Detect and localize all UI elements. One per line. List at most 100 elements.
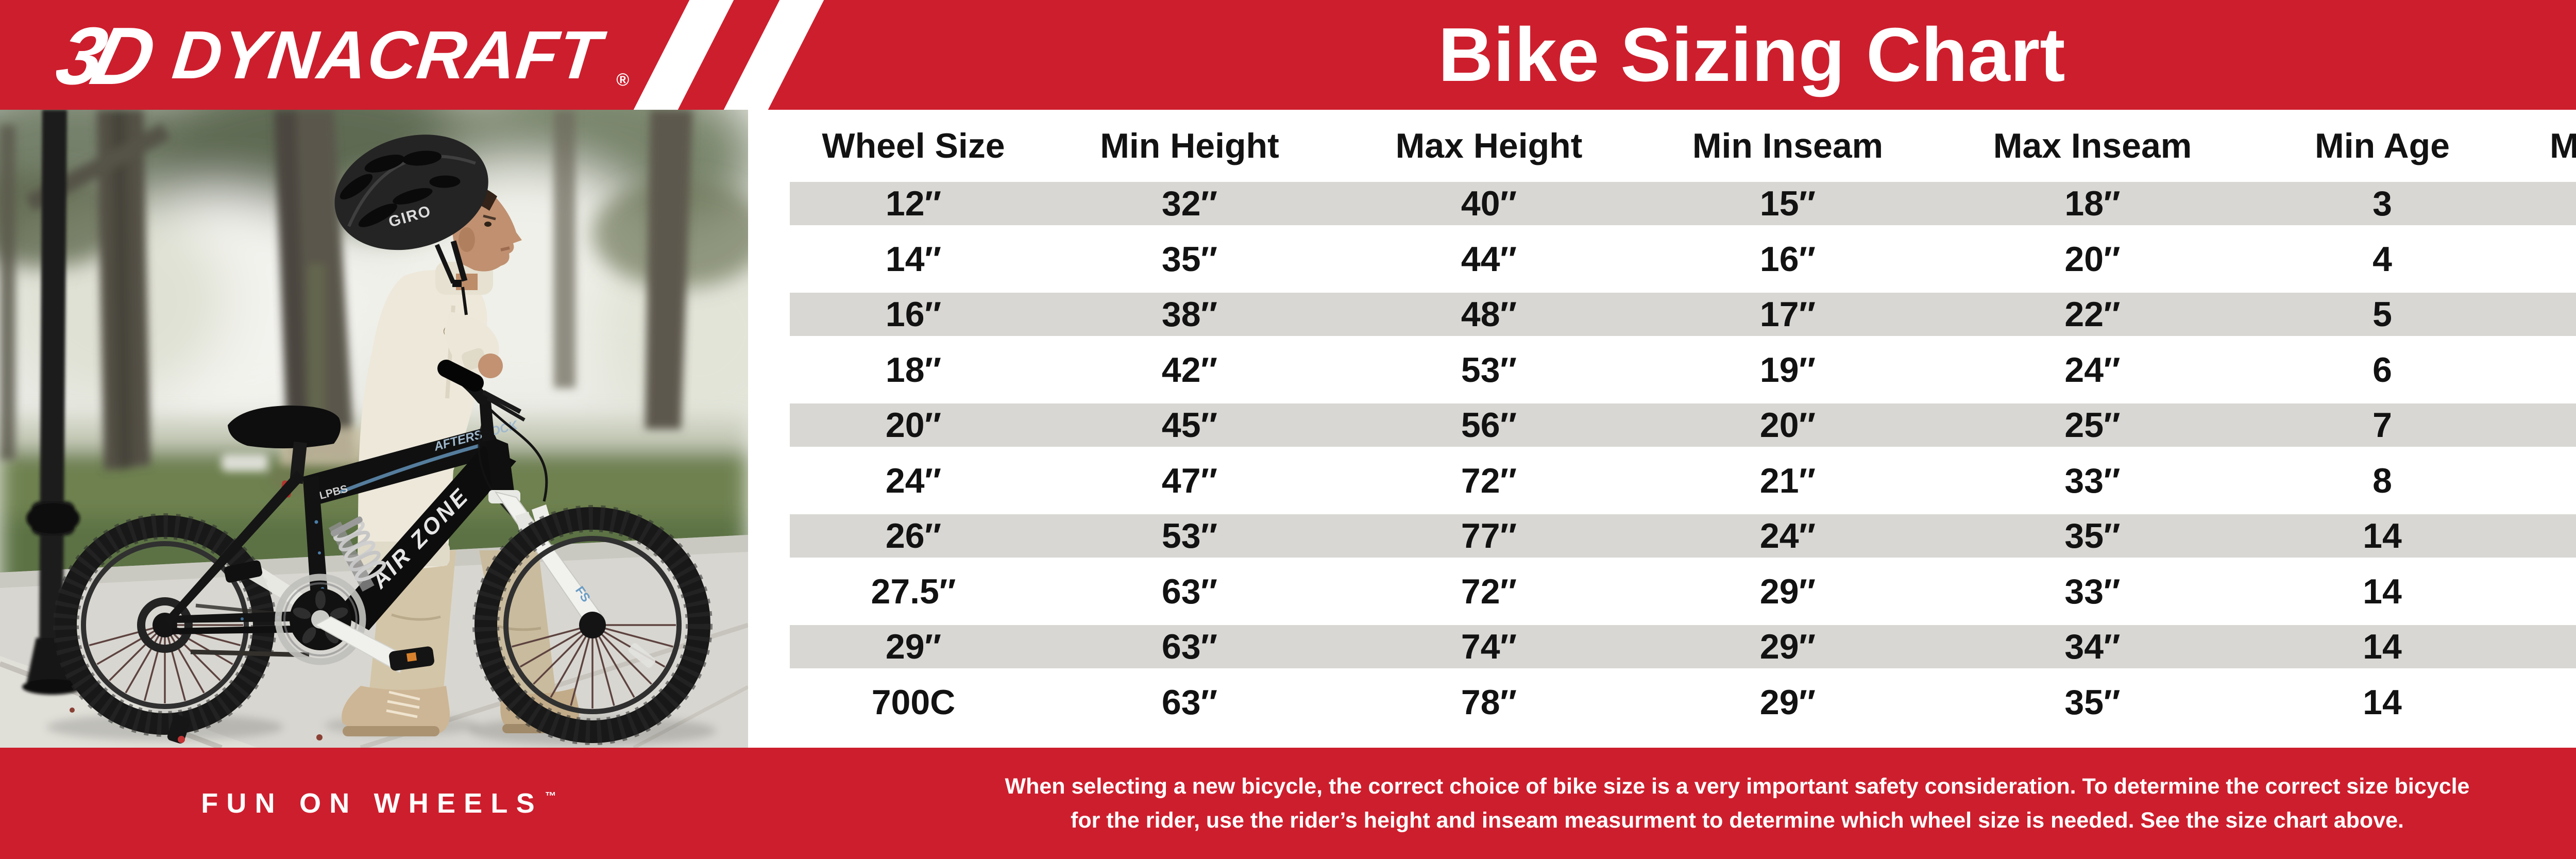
cell-max-age: 5 (2519, 182, 2576, 225)
cell-min-inseam: 16″ (1759, 239, 1816, 279)
boy-front-boot (342, 686, 450, 734)
header-diagonal-stripe (631, 0, 737, 115)
table-row: 24″ 47″ 72″ 21″ 33″ 8 14 (790, 459, 2576, 502)
cell-min-age: 14 (2363, 682, 2402, 722)
cell-max-age: 9 (2519, 348, 2576, 392)
cell-min-height: 42″ (1161, 350, 1218, 390)
cell-max-height: 40″ (1461, 184, 1517, 223)
cell-wheel-size: 24″ (885, 461, 942, 500)
cell-wheel-size: 26″ (885, 516, 942, 555)
column-header-min-age: Min Age (2315, 126, 2450, 165)
cell-max-height: 72″ (1461, 461, 1517, 500)
header-bar: 3D DYNACRAFT ® Bike Sizing Chart (0, 0, 2576, 115)
cell-max-height: 56″ (1461, 406, 1517, 445)
bike-seat-post (289, 441, 308, 484)
bike-stem (479, 396, 495, 442)
hero-photo: GIRO (0, 110, 748, 748)
cell-min-height: 47″ (1161, 461, 1218, 500)
cell-max-height: 53″ (1461, 350, 1517, 390)
lamp-post (22, 110, 82, 695)
cell-min-height: 45″ (1161, 406, 1218, 445)
table-row: 26″ 53″ 77″ 24″ 35″ 14 99 (790, 514, 2576, 558)
cell-max-inseam: 22″ (2064, 295, 2121, 334)
cell-min-age: 4 (2372, 239, 2392, 279)
bike-crank (224, 560, 434, 673)
cell-max-height: 74″ (1461, 627, 1517, 666)
bike-seat (228, 406, 341, 449)
cell-max-age: 7 (2519, 293, 2576, 336)
cell-max-height: 48″ (1461, 295, 1517, 334)
bike-grip (437, 360, 484, 392)
sizing-note: When selecting a new bicycle, the correc… (788, 748, 2576, 859)
cell-min-age: 5 (2372, 295, 2392, 334)
cell-max-age: 14 (2519, 459, 2576, 502)
sizing-note-line1: When selecting a new bicycle, the correc… (1005, 774, 2470, 799)
sizing-table: Wheel Size Min Height Max Height Min Ins… (790, 110, 2576, 748)
column-header-max-height: Max Height (1395, 126, 1583, 165)
dynacraft-3d-logo-icon: 3D (52, 10, 160, 101)
cell-wheel-size: 27.5″ (871, 571, 956, 611)
cell-max-height: 72″ (1461, 571, 1517, 611)
cell-min-inseam: 15″ (1759, 184, 1816, 223)
trademark-icon: ™ (545, 789, 556, 802)
cell-min-age: 6 (2372, 350, 2392, 390)
cell-min-height: 32″ (1161, 184, 1218, 223)
tagline-text: FUN ON WHEELS (201, 788, 543, 819)
cell-min-height: 63″ (1161, 682, 1218, 722)
cell-min-height: 35″ (1161, 239, 1218, 279)
footer-bar: FUN ON WHEELS ™ When selecting a new bicy… (0, 748, 2576, 859)
cell-min-inseam: 17″ (1759, 295, 1816, 334)
cell-min-height: 63″ (1161, 571, 1218, 611)
cell-max-inseam: 33″ (2064, 571, 2121, 611)
helmet-strap (450, 240, 468, 282)
cell-min-inseam: 20″ (1759, 406, 1816, 445)
cell-max-age: 12 (2519, 403, 2576, 447)
column-header-max-age: Max Age (2549, 126, 2576, 165)
logo-wordmark: DYNACRAFT (169, 17, 605, 93)
page-title: Bike Sizing Chart (1438, 12, 2065, 97)
bike-brake-lever (482, 390, 522, 414)
bike-suspension-spring (328, 516, 386, 592)
cell-min-height: 53″ (1161, 516, 1218, 555)
cell-min-inseam: 21″ (1759, 461, 1816, 500)
boy-hand (478, 353, 503, 378)
cell-max-height: 77″ (1461, 516, 1517, 555)
cell-max-inseam: 25″ (2064, 406, 2121, 445)
cell-max-age: 99 (2519, 681, 2576, 724)
table-row: 20″ 45″ 56″ 20″ 25″ 7 12 (790, 403, 2576, 447)
bike: LPBS AFTERSHOCK AIR ZONE (53, 360, 713, 745)
registered-trademark-icon: ® (616, 70, 630, 90)
cell-max-inseam: 33″ (2064, 461, 2121, 500)
cell-wheel-size: 14″ (885, 239, 942, 279)
cell-max-age: 99 (2519, 570, 2576, 613)
photo-scene: GIRO (0, 110, 748, 748)
column-header-wheel-size: Wheel Size (822, 126, 1005, 165)
cell-max-age: 6 (2519, 238, 2576, 281)
bike-brake-cable (488, 408, 548, 502)
cell-min-age: 7 (2372, 406, 2392, 445)
table-row: 12″ 32″ 40″ 15″ 18″ 3 5 (790, 182, 2576, 225)
cell-max-inseam: 20″ (2064, 239, 2121, 279)
sizing-note-line2: for the rider, use the rider’s height an… (1071, 808, 2404, 833)
cell-min-inseam: 24″ (1759, 516, 1816, 555)
table-row: 16″ 38″ 48″ 17″ 22″ 5 7 (790, 293, 2576, 336)
bike-head-tube (485, 434, 515, 499)
cell-min-age: 14 (2363, 571, 2402, 611)
bike-down-tube (336, 446, 516, 630)
cell-max-height: 44″ (1461, 239, 1517, 279)
cell-min-height: 63″ (1161, 627, 1218, 666)
tree-trunks (0, 110, 692, 498)
tagline: FUN ON WHEELS ™ (0, 748, 757, 859)
table-row: 27.5″ 63″ 72″ 29″ 33″ 14 99 (790, 570, 2576, 613)
cell-max-age: 99 (2519, 514, 2576, 558)
header-diagonal-stripe (721, 0, 827, 115)
cell-wheel-size: 29″ (885, 627, 942, 666)
table-row: 700C 63″ 78″ 29″ 35″ 14 99 (790, 681, 2576, 724)
table-body: 12″ 32″ 40″ 15″ 18″ 3 5 14″ 35″ 44″ 16″ … (790, 182, 2576, 724)
cell-max-inseam: 35″ (2064, 516, 2121, 555)
cell-min-age: 3 (2372, 184, 2392, 223)
bike-front-wheel (472, 505, 713, 745)
cell-max-inseam: 34″ (2064, 627, 2121, 666)
helmet: GIRO (334, 134, 488, 250)
